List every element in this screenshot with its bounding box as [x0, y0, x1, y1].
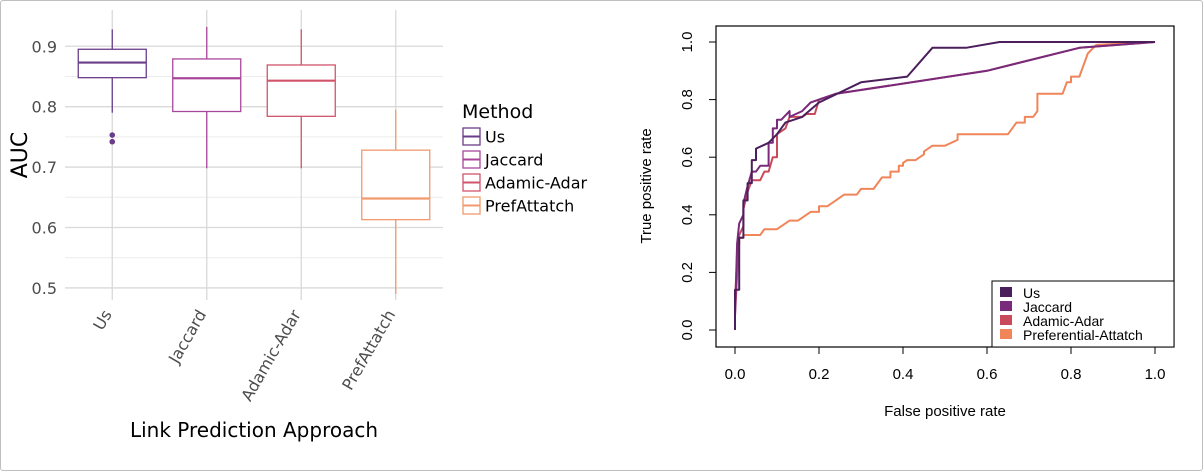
boxplot-legend: Us Jaccard Adamic-Adar PrefAttatch	[462, 127, 588, 216]
boxplot-y-axis-label: AUC	[8, 132, 33, 179]
boxplot-boxes	[77, 26, 431, 294]
boxplot-y-tick-label: 0.6	[32, 219, 57, 238]
boxplot-x-tick-label: Jaccard	[164, 307, 210, 368]
boxplot-outlier-point	[109, 132, 116, 138]
boxplot-y-tick-label: 0.5	[32, 279, 57, 298]
boxplot-y-tick-label: 0.8	[32, 98, 57, 117]
boxplot-y-tick-labels: 0.5 0.6 0.7 0.8 0.9	[32, 37, 57, 298]
boxplot-box	[172, 58, 242, 113]
boxplot-x-tick-labels: Us Jaccard Adamic-Adar PrefAttatch	[89, 306, 399, 404]
boxplot-y-tick-label: 0.9	[32, 37, 57, 56]
boxplot-x-tick-label: PrefAttatch	[338, 307, 399, 394]
boxplot-y-tick-label: 0.7	[32, 158, 57, 177]
boxplot-legend-title: Method	[462, 101, 533, 123]
boxplot-legend-label: Jaccard	[484, 151, 543, 170]
boxplot-box	[266, 64, 336, 117]
boxplot-legend-label: PrefAttatch	[485, 197, 574, 216]
boxplot-x-tick-label: Adamic-Adar	[237, 306, 305, 404]
boxplot-x-tick-label: Us	[89, 307, 115, 334]
boxplot-box	[361, 149, 431, 221]
boxplot-x-axis-label: Link Prediction Approach	[130, 418, 378, 442]
auc-boxplot-chart: 0.5 0.6 0.7 0.8 0.9 Us Jaccard Adamic-Adar Pref…	[8, 10, 588, 442]
boxplot-legend-label: Adamic-Adar	[485, 174, 588, 193]
boxplot-outlier-point	[109, 138, 116, 145]
boxplot-legend-label: Us	[485, 128, 505, 147]
